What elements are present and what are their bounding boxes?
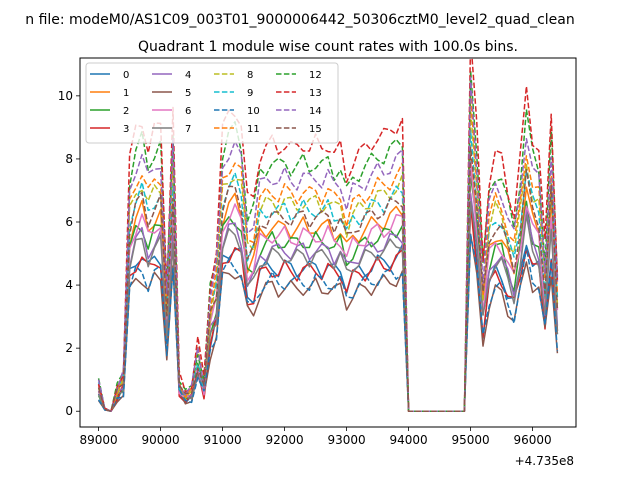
legend-label-1: 1 — [123, 88, 129, 99]
legend-label-4: 4 — [185, 70, 191, 81]
legend-label-15: 15 — [309, 124, 322, 135]
x-tick-label: 92000 — [266, 433, 304, 447]
x-tick-label: 93000 — [328, 433, 366, 447]
x-tick-label: 94000 — [390, 433, 428, 447]
x-tick-label: 96000 — [514, 433, 552, 447]
x-tick-label: 89000 — [80, 433, 118, 447]
legend-label-2: 2 — [123, 106, 129, 117]
legend-label-12: 12 — [309, 70, 322, 81]
y-tick-label: 2 — [65, 341, 73, 355]
legend-label-3: 3 — [123, 124, 129, 135]
legend-label-11: 11 — [247, 124, 260, 135]
series-line-7 — [97, 200, 559, 412]
legend-label-10: 10 — [247, 106, 260, 117]
x-offset-text: +4.735e8 — [515, 454, 574, 468]
series-line-15 — [97, 146, 559, 412]
y-tick-label: 4 — [65, 278, 73, 292]
y-tick-label: 8 — [65, 152, 73, 166]
y-axis: 0 2 4 6 8 10 — [58, 89, 80, 418]
legend-label-14: 14 — [309, 106, 322, 117]
x-tick-label: 95000 — [452, 433, 490, 447]
y-tick-label: 10 — [58, 89, 73, 103]
legend-label-13: 13 — [309, 88, 322, 99]
y-tick-label: 0 — [65, 404, 73, 418]
x-axis: 89000 90000 91000 92000 93000 94000 95000 96000 — [80, 427, 552, 447]
figure-suptitle: n file: modeM0/AS1C09_003T01_9000006442_… — [25, 12, 574, 28]
legend-label-7: 7 — [185, 124, 191, 135]
legend-label-5: 5 — [185, 88, 191, 99]
series-line-14 — [97, 76, 559, 412]
chart-title: Quadrant 1 module wise count rates with … — [138, 39, 518, 55]
series-layer — [97, 58, 559, 412]
legend-label-8: 8 — [247, 70, 253, 81]
x-tick-label: 90000 — [142, 433, 180, 447]
legend-label-9: 9 — [247, 88, 253, 99]
series-line-10 — [97, 234, 559, 412]
x-tick-label: 91000 — [204, 433, 242, 447]
plot-frame — [79, 57, 577, 428]
legend-label-6: 6 — [185, 106, 191, 117]
legend-frame — [85, 62, 339, 144]
legend-label-0: 0 — [123, 70, 129, 81]
y-tick-label: 6 — [65, 215, 73, 229]
